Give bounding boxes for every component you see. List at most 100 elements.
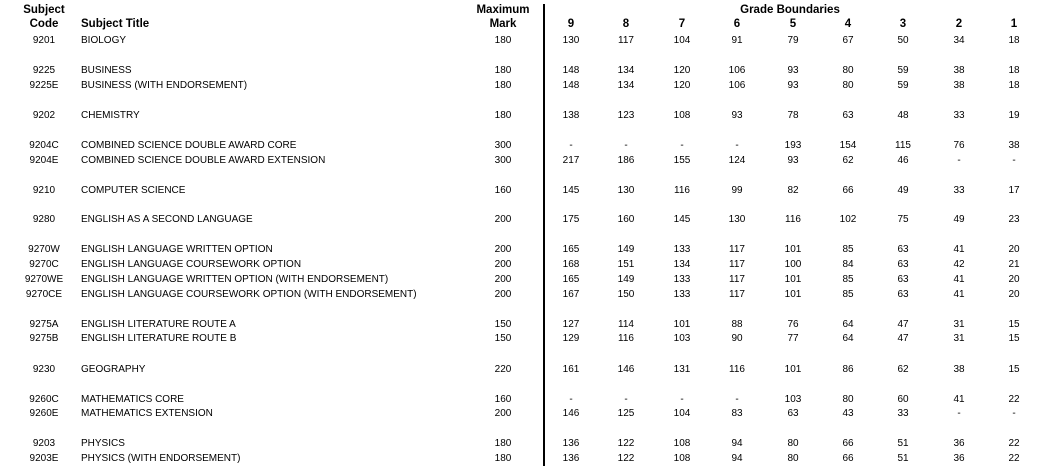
grade-boundary-9: 146 <box>562 408 580 419</box>
maximum-mark: 200 <box>494 259 512 270</box>
table-row: 9270WE ENGLISH LANGUAGE WRITTEN OPTION (W… <box>0 272 1044 287</box>
subject-title: ENGLISH LANGUAGE COURSEWORK OPTION <box>81 259 302 270</box>
grade-boundary-9: 175 <box>562 214 580 225</box>
grade-boundary-9: 148 <box>562 80 580 91</box>
subject-title: PHYSICS (WITH ENDORSEMENT) <box>81 453 241 464</box>
header-max-line1: Maximum <box>476 4 530 16</box>
grade-boundary-9: 136 <box>562 453 580 464</box>
grade-boundary-3: 59 <box>897 65 909 76</box>
subject-code: 9230 <box>32 364 56 375</box>
subject-code: 9204E <box>29 155 59 166</box>
column-divider <box>543 4 545 466</box>
grade-boundary-4: 66 <box>842 185 854 196</box>
grade-boundary-5: 93 <box>787 80 799 91</box>
grade-boundary-3: 59 <box>897 80 909 91</box>
grade-boundary-9: 129 <box>562 333 580 344</box>
grade-boundary-8: - <box>624 394 628 405</box>
subject-title: CHEMISTRY <box>81 110 140 121</box>
grade-boundary-8: 150 <box>617 289 635 300</box>
grade-boundary-2: 36 <box>953 453 965 464</box>
grade-boundary-1: 18 <box>1008 65 1020 76</box>
grade-boundary-2: 31 <box>953 319 965 330</box>
subject-title: COMBINED SCIENCE DOUBLE AWARD CORE <box>81 140 297 151</box>
grade-boundary-5: 80 <box>787 438 799 449</box>
subject-title: MATHEMATICS EXTENSION <box>81 408 213 419</box>
subject-title: BUSINESS (WITH ENDORSEMENT) <box>81 80 248 91</box>
grade-boundary-1: 15 <box>1008 333 1020 344</box>
maximum-mark: 180 <box>494 35 512 46</box>
grade-boundary-3: 51 <box>897 438 909 449</box>
grade-boundary-2: 49 <box>953 214 965 225</box>
grade-boundary-4: 86 <box>842 364 854 375</box>
grade-boundary-3: 47 <box>897 319 909 330</box>
grade-boundary-3: 33 <box>897 408 909 419</box>
grade-boundary-1: 20 <box>1008 274 1020 285</box>
grade-boundary-3: 63 <box>897 259 909 270</box>
grade-boundary-8: 149 <box>617 274 635 285</box>
subject-code: 9270C <box>29 259 59 270</box>
grade-boundary-9: 136 <box>562 438 580 449</box>
grade-boundary-7: 134 <box>673 259 691 270</box>
grade-boundary-8: 123 <box>617 110 635 121</box>
grade-boundary-6: 83 <box>731 408 743 419</box>
grade-boundary-4: 80 <box>842 394 854 405</box>
table-row: 9202 CHEMISTRY 180 138 123 108 93 78 63 48 33 19 <box>0 108 1044 123</box>
grade-boundary-6: 106 <box>728 80 746 91</box>
subject-code: 9280 <box>32 214 56 225</box>
grade-boundary-4: 66 <box>842 453 854 464</box>
header-subject-title: Subject Title <box>81 18 150 30</box>
grade-boundary-4: 66 <box>842 438 854 449</box>
table-row: 9225E BUSINESS (WITH ENDORSEMENT) 180 148 13… <box>0 78 1044 93</box>
grade-boundary-8: 125 <box>617 408 635 419</box>
grade-boundary-1: 17 <box>1008 185 1020 196</box>
grade-header-9: 9 <box>567 18 575 30</box>
maximum-mark: 160 <box>494 394 512 405</box>
maximum-mark: 200 <box>494 214 512 225</box>
grade-header-8: 8 <box>622 18 630 30</box>
subject-code: 9260C <box>29 394 59 405</box>
grade-boundary-9: 167 <box>562 289 580 300</box>
grade-boundary-4: 63 <box>842 110 854 121</box>
maximum-mark: 180 <box>494 438 512 449</box>
header-subject-code: Subject Code <box>6 3 82 31</box>
grade-boundary-5: 116 <box>785 214 801 225</box>
grade-boundary-1: 22 <box>1008 394 1020 405</box>
grade-header-7: 7 <box>678 18 686 30</box>
grade-boundary-1: 18 <box>1008 80 1020 91</box>
maximum-mark: 180 <box>494 80 512 91</box>
grade-boundary-5: 103 <box>784 394 802 405</box>
grade-boundary-6: 91 <box>731 35 743 46</box>
table-row: 9270CE ENGLISH LANGUAGE COURSEWORK OPTION… <box>0 287 1044 302</box>
grade-boundary-6: 116 <box>729 364 745 375</box>
grade-boundary-5: 79 <box>787 35 799 46</box>
grade-boundary-2: 38 <box>953 65 965 76</box>
grade-boundary-1: 21 <box>1008 259 1020 270</box>
table-row: 9204E COMBINED SCIENCE DOUBLE AWARD EXTEN… <box>0 153 1044 168</box>
table-row: 9201 BIOLOGY 180 130 117 104 91 79 67 50 34 18 <box>0 33 1044 48</box>
grade-boundary-8: 134 <box>617 65 635 76</box>
subject-title: BUSINESS <box>81 65 132 76</box>
grade-boundary-6: 94 <box>731 453 743 464</box>
grade-boundary-4: 154 <box>839 140 857 151</box>
grade-boundary-9: 165 <box>562 244 580 255</box>
grade-boundary-2: 34 <box>953 35 965 46</box>
grade-boundary-1: 15 <box>1008 364 1020 375</box>
grade-boundary-7: 145 <box>673 214 691 225</box>
grade-boundary-5: 78 <box>787 110 799 121</box>
grade-boundary-2: 41 <box>953 274 965 285</box>
subject-code: 9202 <box>32 110 56 121</box>
subject-code: 9201 <box>32 35 56 46</box>
maximum-mark: 150 <box>494 319 512 330</box>
grade-boundary-5: 100 <box>784 259 802 270</box>
grade-boundary-9: 168 <box>562 259 580 270</box>
grade-boundary-5: 76 <box>787 319 799 330</box>
maximum-mark: 200 <box>494 289 512 300</box>
maximum-mark: 300 <box>494 155 512 166</box>
subject-code: 9275B <box>29 333 59 344</box>
subject-code: 9203E <box>29 453 59 464</box>
grade-boundary-4: 64 <box>842 319 854 330</box>
grade-boundary-2: 36 <box>953 438 965 449</box>
subject-code: 9270WE <box>24 274 64 285</box>
grade-boundary-8: 160 <box>617 214 635 225</box>
grade-boundary-9: 165 <box>562 274 580 285</box>
